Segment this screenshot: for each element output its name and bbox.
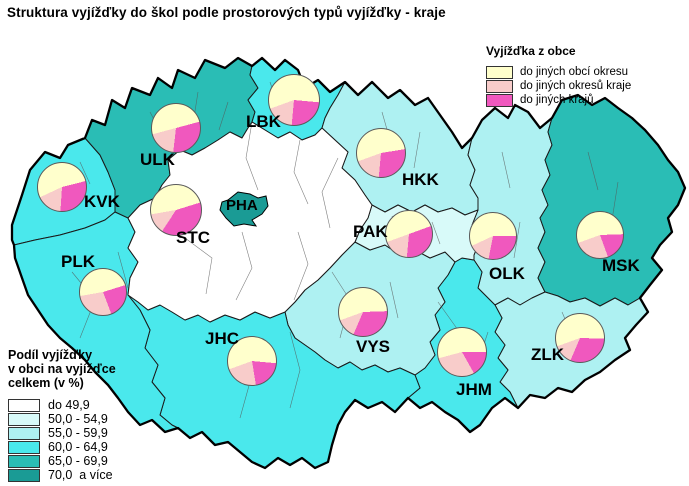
district-border	[513, 221, 521, 259]
pie-legend-title: Vyjížďka z obce	[486, 44, 576, 58]
pie-legend-label: do jiných obcí okresu	[520, 65, 629, 78]
district-border	[501, 151, 511, 189]
choropleth-legend-swatch	[8, 398, 40, 412]
region-label-PHA: PHA	[226, 197, 258, 214]
region-label-ULK: ULK	[140, 150, 175, 169]
district-border	[235, 231, 253, 301]
district-border	[611, 181, 619, 221]
district-border	[79, 161, 91, 185]
choropleth-legend-item: 55,0 - 59,9	[8, 425, 116, 440]
pie-legend-items: do jiných obcí okresu do jiných okresů kr…	[486, 66, 631, 107]
region-label-JHM: JHM	[456, 380, 492, 399]
district-border	[431, 221, 441, 245]
district-border	[389, 281, 399, 319]
pie-chart-VYS	[338, 287, 388, 337]
pie-chart-OLK	[469, 212, 517, 260]
choropleth-legend-swatch	[8, 412, 40, 426]
district-border	[117, 251, 129, 289]
page-title: Struktura vyjížďky do škol podle prostor…	[7, 5, 446, 20]
district-border	[437, 301, 459, 331]
pie-chart-ULK	[151, 103, 201, 153]
pie-chart-KVK	[37, 162, 87, 212]
region-PHA	[219, 191, 269, 227]
pie-legend-item: do jiných okresů kraje	[486, 80, 631, 93]
pie-legend-label: do jiných okresů kraje	[520, 79, 632, 92]
district-border	[289, 331, 301, 409]
choropleth-legend-item: do 49,9	[8, 397, 116, 412]
pie-legend-label: do jiných krajů	[520, 93, 594, 106]
choropleth-legend-label: 70,0 a více	[48, 467, 113, 482]
choropleth-legend-items: do 49,9 50,0 - 54,9 55,0 - 59,9 60,0 - 64,9…	[8, 397, 116, 482]
pie-chart-PAK	[385, 210, 433, 258]
choropleth-legend-label: 55,0 - 59,9	[48, 425, 108, 440]
district-border	[321, 157, 339, 229]
district-border	[293, 139, 309, 205]
choropleth-legend-item: 50,0 - 54,9	[8, 411, 116, 426]
choropleth-legend-swatch	[8, 454, 40, 468]
district-border	[184, 237, 213, 295]
pie-legend-swatch	[486, 66, 513, 79]
choropleth-legend-item: 60,0 - 64,9	[8, 439, 116, 454]
choropleth-legend: Podíl vyjížďky v obci na vyjížďce celkem (…	[8, 348, 116, 483]
region-label-VYS: VYS	[356, 337, 391, 356]
region-label-ZLK: ZLK	[531, 345, 565, 364]
pie-legend: Vyjížďka z obce do jiných obcí okresu do …	[486, 44, 631, 108]
choropleth-legend-title-line: Podíl vyjížďky	[8, 348, 93, 362]
pie-legend-swatch	[486, 80, 513, 93]
district-border	[587, 151, 599, 191]
district-border	[245, 121, 259, 191]
choropleth-legend-label: 65,0 - 69,9	[48, 453, 108, 468]
choropleth-legend-label: 50,0 - 54,9	[48, 411, 108, 426]
country-outline	[10, 56, 687, 470]
region-label-JHC: JHC	[205, 329, 240, 348]
region-label-OLK: OLK	[489, 264, 525, 283]
pie-chart-HKK	[356, 128, 406, 178]
region-label-LBK: LBK	[246, 112, 281, 131]
district-border	[218, 101, 229, 131]
pie-chart-JHM	[437, 327, 487, 377]
region-label-HKK: HKK	[402, 170, 439, 189]
pie-chart-STC	[150, 184, 202, 236]
choropleth-legend-title: Podíl vyjížďky v obci na vyjížďce celkem (…	[8, 348, 116, 390]
choropleth-legend-title-line: celkem (v %)	[8, 376, 84, 390]
region-label-PLK: PLK	[61, 252, 95, 271]
choropleth-legend-swatch	[8, 440, 40, 454]
pie-chart-JHC	[227, 336, 277, 386]
pie-chart-MSK	[576, 211, 624, 259]
district-border	[293, 231, 309, 301]
pie-legend-swatch	[486, 94, 513, 107]
region-label-KVK: KVK	[84, 192, 120, 211]
choropleth-legend-item: 65,0 - 69,9	[8, 453, 116, 468]
pie-chart-ZLK	[555, 313, 605, 363]
pie-legend-item: do jiných krajů	[486, 94, 631, 107]
pie-chart-LBK	[268, 74, 320, 126]
choropleth-legend-label: 60,0 - 64,9	[48, 439, 108, 454]
pie-chart-PLK	[79, 268, 127, 316]
choropleth-legend-swatch	[8, 426, 40, 440]
region-label-STC: STC	[176, 228, 210, 247]
pie-legend-item: do jiných obcí okresu	[486, 66, 631, 79]
choropleth-legend-item: 70,0 a více	[8, 467, 116, 482]
choropleth-legend-label: do 49,9	[48, 397, 90, 412]
region-label-PAK: PAK	[353, 222, 388, 241]
region-label-MSK: MSK	[602, 256, 640, 275]
choropleth-legend-title-line: v obci na vyjížďce	[8, 362, 116, 376]
choropleth-legend-swatch	[8, 468, 40, 482]
district-border	[413, 131, 421, 169]
